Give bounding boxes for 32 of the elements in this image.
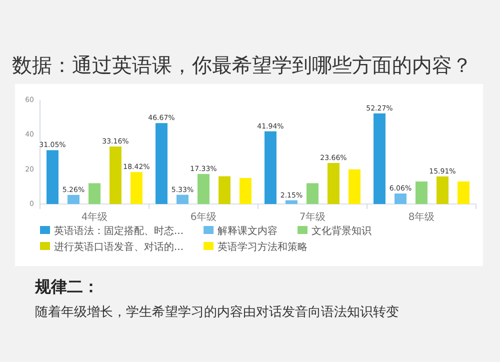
text: 规律二： — [34, 277, 99, 296]
bar — [240, 178, 252, 204]
bar — [436, 176, 448, 204]
x-tick-label: 6年级 — [190, 211, 217, 223]
bar — [156, 123, 168, 204]
bar — [374, 113, 386, 204]
bar — [416, 181, 428, 204]
bar — [306, 183, 318, 204]
bar — [348, 169, 360, 204]
x-tick-label: 4年级 — [81, 211, 108, 223]
x-tick-label: 8年级 — [408, 211, 435, 223]
bar — [218, 176, 230, 204]
chart-title: 数据：通过英语课，你最希望学到哪些方面的内容？ — [12, 53, 472, 77]
bar — [130, 172, 142, 204]
bar — [46, 150, 58, 204]
legend-label: 英语语法：固定搭配、时态... — [54, 225, 184, 237]
legend-label: 文化背景知识 — [312, 225, 372, 237]
bar — [88, 183, 100, 204]
bar — [110, 146, 122, 204]
legend-label: 解释课文内容 — [218, 225, 278, 237]
bar — [286, 200, 298, 204]
bar — [264, 131, 276, 204]
bar — [198, 174, 210, 204]
x-tick-label: 7年级 — [299, 211, 326, 223]
bar — [68, 194, 80, 204]
legend-label: 进行英语口语发音、对话的... — [54, 241, 184, 253]
bar — [394, 193, 406, 204]
bar — [458, 181, 470, 204]
text: 随着年级增长，学生希望学习的内容由对话发音向语法知识转变 — [35, 304, 399, 320]
bar — [328, 162, 340, 204]
legend-label: 英语学习方法和策略 — [218, 241, 308, 253]
bar — [176, 194, 188, 204]
